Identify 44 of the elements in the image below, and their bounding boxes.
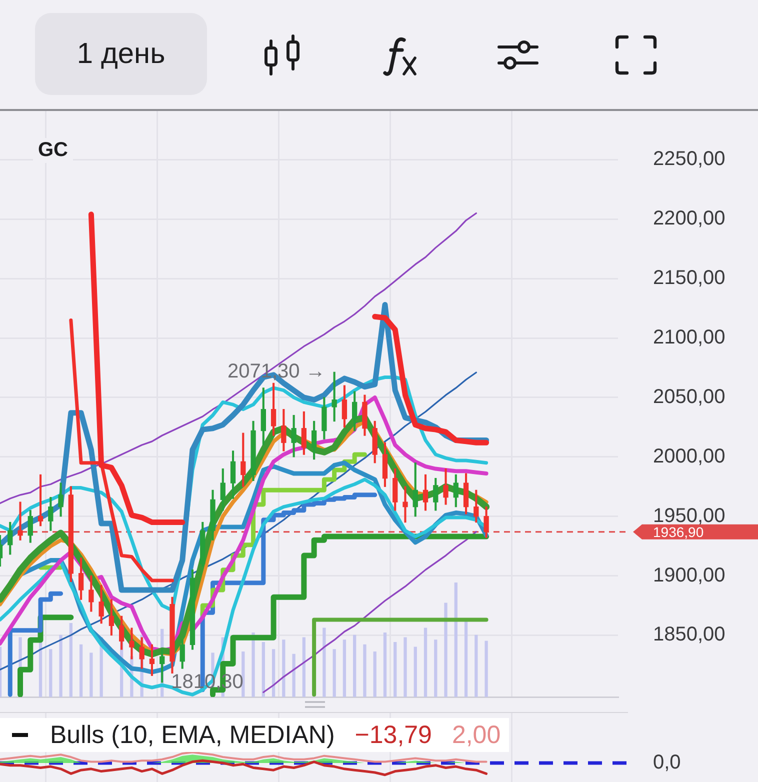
ref-line-label: 0,0 (653, 751, 681, 774)
bar (302, 637, 306, 697)
bar (484, 640, 488, 697)
y-tick-label: 2050,00 (653, 386, 726, 408)
bar (79, 644, 83, 697)
bar (49, 649, 52, 697)
bar (262, 642, 265, 697)
y-tick-label: 2200,00 (653, 208, 726, 230)
bar (282, 640, 286, 697)
bar (353, 634, 356, 697)
y-tick-label: 2100,00 (653, 326, 726, 349)
bar (444, 602, 448, 697)
y-tick-label: 2250,00 (653, 148, 726, 170)
legend-title: Bulls (10, EMA, MEDIAN) (50, 720, 335, 750)
bar (474, 634, 478, 697)
bar (464, 620, 468, 697)
bar (414, 646, 417, 697)
bar (332, 649, 336, 697)
bar (272, 649, 276, 697)
bar (69, 622, 72, 697)
bar (383, 632, 387, 697)
text: GC (33, 138, 73, 163)
y-tick-label: 1900,00 (653, 564, 726, 586)
bar (342, 640, 346, 697)
bar (394, 642, 397, 697)
series-label: 2,00 (452, 720, 501, 750)
y-tick-label: 1850,00 (653, 624, 726, 646)
bar (252, 632, 255, 697)
bar (424, 628, 428, 697)
bar (322, 628, 326, 697)
y-tick-label: 2000,00 (653, 445, 726, 468)
bar (59, 634, 62, 697)
candlestick (402, 486, 408, 523)
bar (292, 654, 296, 697)
bar (454, 582, 458, 697)
bar (0, 646, 2, 697)
y-tick-label: 2150,00 (653, 267, 726, 290)
candlestick (18, 502, 23, 540)
bar (434, 640, 438, 697)
bar (363, 644, 366, 697)
bar (404, 637, 407, 697)
bar (373, 652, 376, 697)
bar (90, 652, 93, 697)
series-label: −13,79 (354, 720, 432, 750)
